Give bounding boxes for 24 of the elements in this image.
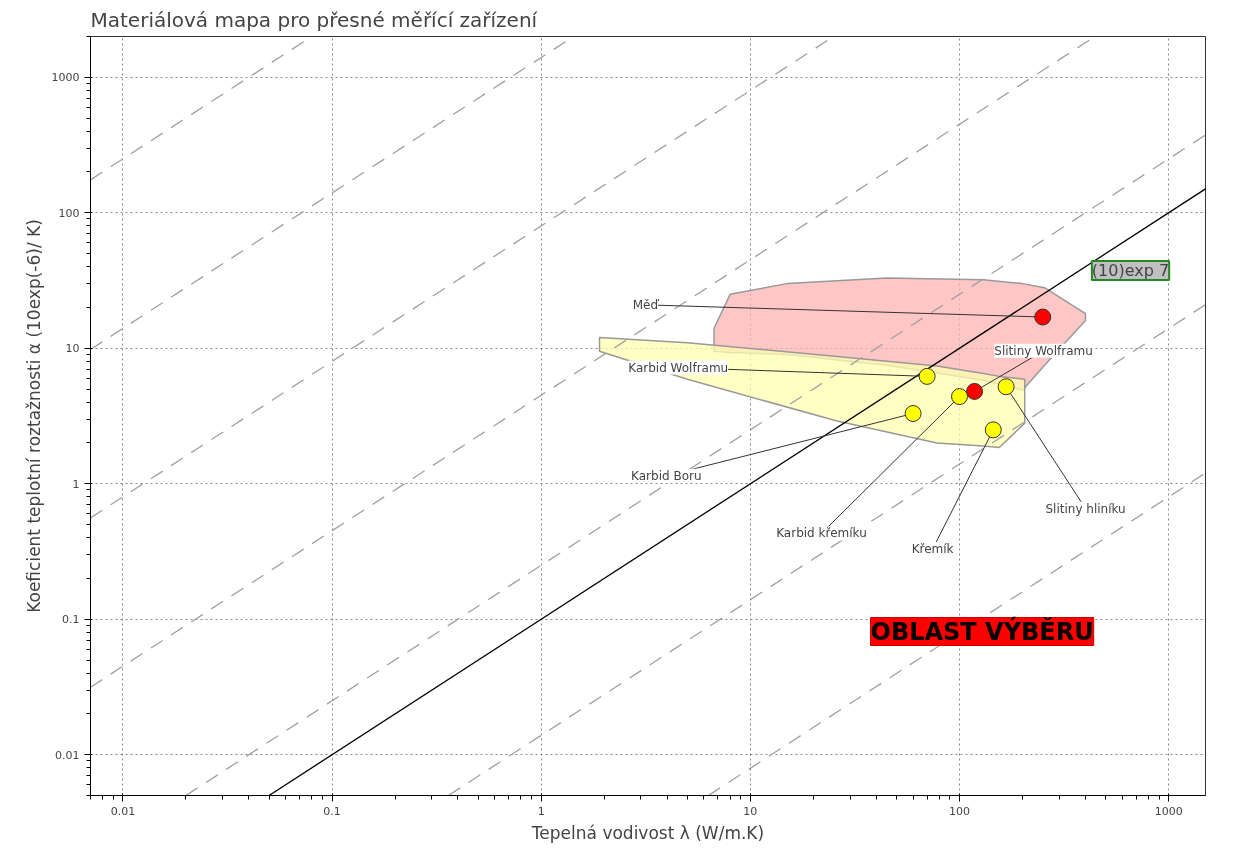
x-tick-label: 10 [743, 804, 758, 818]
text: Karbid Boru [631, 468, 702, 483]
y-tick-label: 1000 [51, 71, 80, 85]
y-tick-label: 100 [58, 206, 80, 220]
text: Křemík [911, 542, 954, 557]
x-tick-label: 100 [949, 804, 971, 818]
text: Slitiny hliníku [1045, 501, 1126, 516]
text: Slitiny Wolframu [994, 343, 1093, 358]
y-tick-label: 1 [72, 477, 80, 491]
x-tick-label: 0.1 [323, 804, 341, 818]
y-tick-label: 10 [65, 342, 80, 356]
annotation: (10)exp 7 [1091, 261, 1170, 280]
x-tick-label: 1000 [1154, 804, 1183, 818]
x-tick-label: 1 [537, 804, 545, 818]
y-axis-title: Koeficient teplotní roztažnosti α (10exp(-6)/ K) [23, 219, 44, 613]
annotation: OBLAST VÝBĚRU [870, 615, 1094, 646]
chart-title: Materiálová mapa pro přesné měřící zařízení [90, 7, 539, 32]
x-tick-label: 0.01 [110, 804, 136, 818]
x-axis-title: Tepelná vodivost λ (W/m.K) [530, 822, 765, 843]
text: Karbid křemíku [776, 526, 867, 541]
text: Karbid Wolframu [628, 360, 729, 375]
text: Měď [632, 297, 660, 312]
y-tick-label: 0.1 [62, 613, 80, 627]
y-tick-label: 0.01 [55, 748, 80, 762]
